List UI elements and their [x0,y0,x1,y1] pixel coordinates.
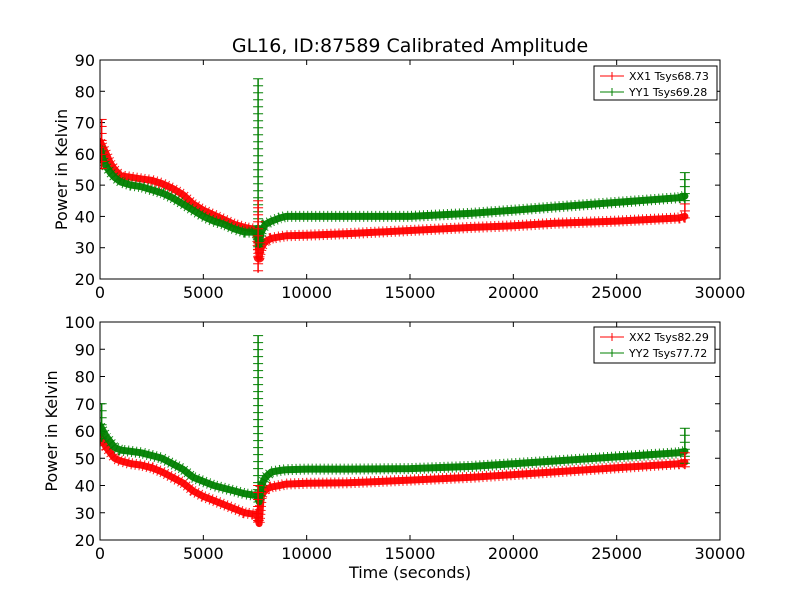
plot-data [100,78,690,273]
x-tick-label: 30000 [695,283,746,302]
y-tick-label: 80 [75,82,95,101]
legend-box [593,326,716,364]
legend-label: XX2 Tsys82.29 [629,331,709,344]
series-line [100,422,689,506]
x-tick-label: 15000 [385,283,436,302]
y-tick-label: 100 [64,313,95,332]
plot-data [100,335,690,530]
legend-label: YY2 Tsys77.72 [628,347,707,360]
series-markers [100,433,687,530]
plot-frame [99,59,721,280]
legend-label: XX1 Tsys68.73 [629,70,709,83]
x-tick-label: 5000 [183,544,224,563]
y-tick-label: 30 [75,239,95,258]
y-tick-label: 90 [75,340,95,359]
x-tick-label: 15000 [385,544,436,563]
x-tick-label: 25000 [591,544,642,563]
chart-title: GL16, ID:87589 Calibrated Amplitude [232,35,588,57]
y-tick-label: 70 [75,395,95,414]
y-tick-label: 40 [75,477,95,496]
y-tick-label: 70 [75,114,95,133]
x-tick-label: 25000 [591,283,642,302]
y-tick-label: 30 [75,504,95,523]
x-tick-label: 0 [95,544,105,563]
x-tick-label: 0 [95,283,105,302]
series-markers [100,138,687,263]
y-tick-label: 60 [75,145,95,164]
x-tick-label: 10000 [281,544,332,563]
y-axis-label: Power in Kelvin [52,109,71,230]
y-tick-label: 20 [75,531,95,550]
x-tick-label: 30000 [695,544,746,563]
y-tick-label: 50 [75,449,95,468]
x-tick-label: 5000 [183,283,224,302]
bottom-panel: 0 5000 10000 15000 20000 25000 30000 20 30 40 50 60… [42,313,745,563]
series-markers [100,146,687,251]
y-tick-label: 50 [75,176,95,195]
x-tick-label: 20000 [488,544,539,563]
x-tick-label: 10000 [281,283,332,302]
legend-label: YY1 Tsys69.28 [628,86,707,99]
x-axis-label: Time (seconds) [348,563,471,582]
y-tick-label: 80 [75,368,95,387]
legend-box [593,65,718,101]
y-tick-label: 90 [75,51,95,70]
top-panel: 0 5000 10000 15000 20000 25000 30000 20 30 40 50 60… [52,51,745,302]
y-axis-label: Power in Kelvin [42,370,61,491]
y-tick-label: 20 [75,270,95,289]
y-tick-label: 40 [75,207,95,226]
plot-frame [99,321,721,541]
x-tick-label: 20000 [488,283,539,302]
y-tick-label: 60 [75,422,95,441]
